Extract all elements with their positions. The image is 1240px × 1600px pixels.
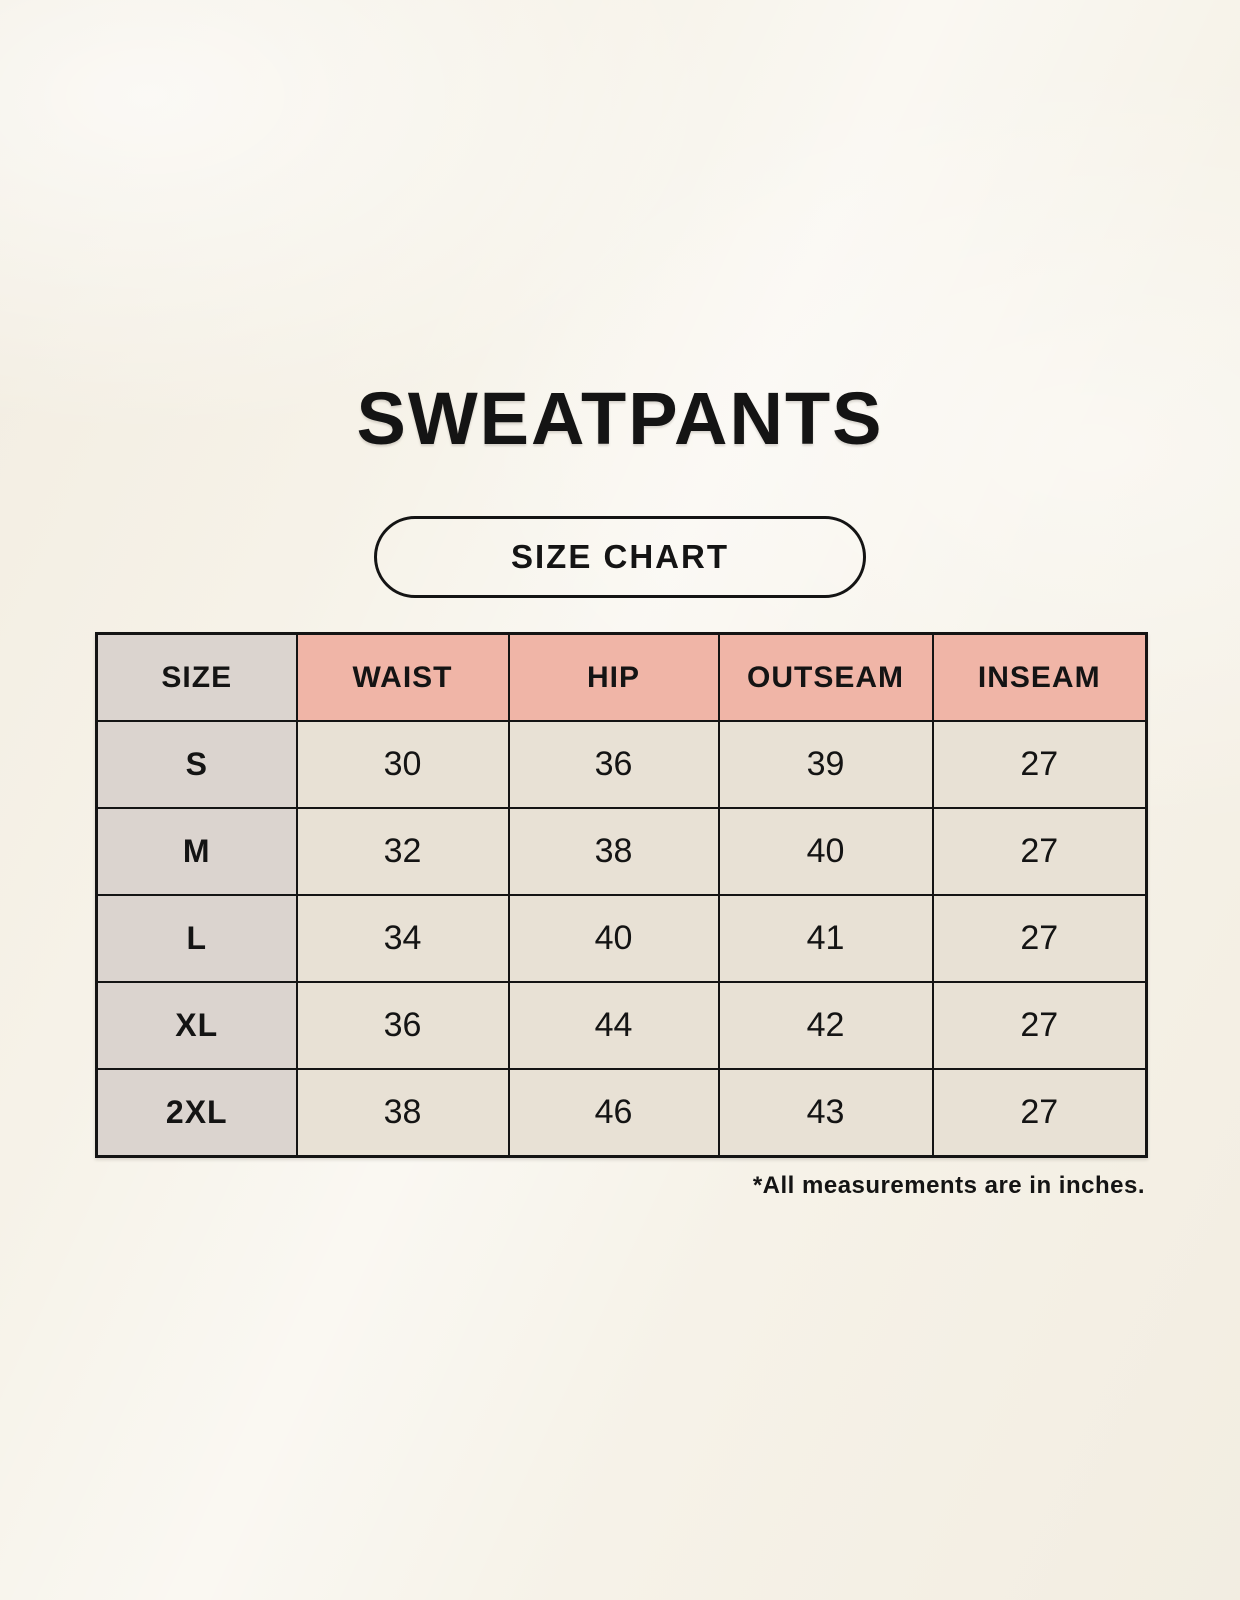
size-chart-badge-label: SIZE CHART	[511, 538, 729, 575]
row-label-l: L	[95, 894, 298, 983]
row-label-2xl: 2XL	[95, 1068, 298, 1158]
size-table-header: SIZE WAIST HIP OUTSEAM INSEAM	[95, 632, 1148, 722]
size-table-container: SIZE WAIST HIP OUTSEAM INSEAM S 30 36 39…	[95, 632, 1148, 1158]
column-header-hip: HIP	[507, 632, 720, 722]
row-label-m: M	[95, 807, 298, 896]
page-title: SWEATPANTS	[356, 377, 884, 460]
cell-m-outseam: 40	[717, 807, 934, 896]
cell-2xl-waist: 38	[295, 1068, 510, 1158]
table-row-2xl: 2XL 38 46 43 27	[95, 1068, 1148, 1158]
column-header-size: SIZE	[95, 632, 298, 722]
measurements-note: *All measurements are in inches.	[752, 1172, 1145, 1199]
cell-m-waist: 32	[295, 807, 510, 896]
cell-l-waist: 34	[295, 894, 510, 983]
cell-xl-inseam: 27	[931, 981, 1148, 1070]
cell-2xl-hip: 46	[507, 1068, 720, 1158]
cell-xl-outseam: 42	[717, 981, 934, 1070]
table-row-xl: XL 36 44 42 27	[95, 981, 1148, 1070]
size-table: SIZE WAIST HIP OUTSEAM INSEAM S 30 36 39…	[95, 632, 1148, 1158]
cell-l-hip: 40	[507, 894, 720, 983]
column-header-outseam: OUTSEAM	[717, 632, 934, 722]
size-table-body: S 30 36 39 27 M 32 38 40 27 L 34 40	[95, 720, 1148, 1158]
cell-2xl-inseam: 27	[931, 1068, 1148, 1158]
cell-xl-hip: 44	[507, 981, 720, 1070]
size-chart-badge: SIZE CHART	[374, 516, 866, 598]
cell-s-hip: 36	[507, 720, 720, 809]
table-row-m: M 32 38 40 27	[95, 807, 1148, 896]
cell-s-outseam: 39	[717, 720, 934, 809]
table-row-s: S 30 36 39 27	[95, 720, 1148, 809]
cell-m-inseam: 27	[931, 807, 1148, 896]
cell-xl-waist: 36	[295, 981, 510, 1070]
cell-2xl-outseam: 43	[717, 1068, 934, 1158]
cell-s-waist: 30	[295, 720, 510, 809]
cell-l-outseam: 41	[717, 894, 934, 983]
row-label-xl: XL	[95, 981, 298, 1070]
cell-m-hip: 38	[507, 807, 720, 896]
column-header-waist: WAIST	[295, 632, 510, 722]
row-label-s: S	[95, 720, 298, 809]
header-row: SIZE WAIST HIP OUTSEAM INSEAM	[95, 632, 1148, 722]
cell-s-inseam: 27	[931, 720, 1148, 809]
table-row-l: L 34 40 41 27	[95, 894, 1148, 983]
column-header-inseam: INSEAM	[931, 632, 1148, 722]
cell-l-inseam: 27	[931, 894, 1148, 983]
